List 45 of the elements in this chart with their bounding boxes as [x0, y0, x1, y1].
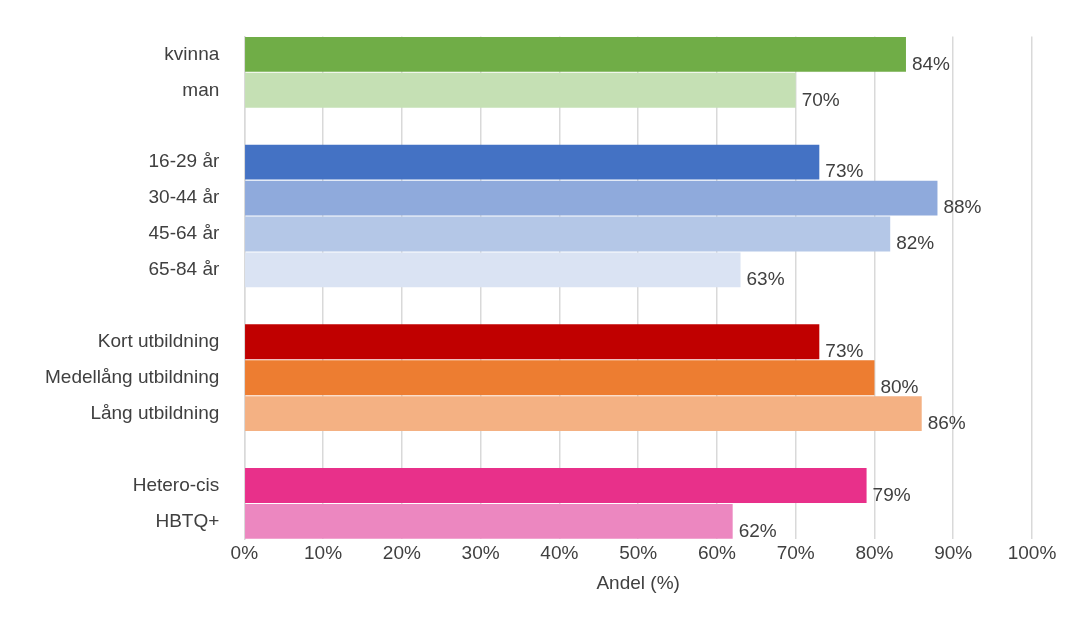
bar	[245, 396, 922, 432]
x-tick-label: 70%	[776, 542, 815, 564]
data-label: 88%	[943, 196, 982, 218]
data-label: 62%	[738, 519, 777, 541]
y-tick-label: 30-44 år	[148, 186, 220, 208]
data-label: 80%	[880, 375, 919, 397]
y-tick-label: Medellång utbildning	[45, 365, 220, 387]
x-tick-label: 30%	[461, 542, 500, 564]
data-label: 84%	[911, 52, 951, 74]
y-tick-label: 45-64 år	[148, 222, 220, 244]
y-tick-label: Lång utbildning	[90, 401, 220, 423]
data-label: 82%	[896, 232, 935, 254]
y-tick-label: man	[182, 78, 220, 100]
data-label: 70%	[801, 88, 840, 110]
y-tick-label: HBTQ+	[155, 509, 220, 531]
data-label: 73%	[825, 160, 864, 182]
bar	[245, 360, 875, 396]
bar	[245, 504, 733, 539]
y-tick-label: kvinna	[164, 42, 220, 64]
bar	[245, 36, 906, 72]
x-tick-label: 10%	[304, 542, 343, 564]
x-tick-label: 60%	[697, 542, 737, 564]
bar	[245, 180, 938, 216]
bar	[245, 252, 741, 288]
x-tick-label: 0%	[230, 542, 259, 564]
x-tick-label: 80%	[855, 542, 894, 564]
x-tick-label: 50%	[619, 542, 658, 564]
data-label: 79%	[872, 483, 911, 505]
x-tick-label: 100%	[1007, 542, 1057, 564]
bar	[245, 216, 891, 252]
data-label: 73%	[825, 340, 864, 362]
bar	[245, 324, 820, 360]
y-tick-label: Kort utbildning	[97, 330, 220, 352]
data-label: 63%	[746, 268, 785, 290]
y-tick-label: Hetero-cis	[132, 473, 220, 495]
x-tick-label: 90%	[934, 542, 973, 564]
x-axis-title: Andel (%)	[596, 571, 680, 593]
bar	[245, 468, 867, 503]
x-tick-label: 40%	[540, 542, 579, 564]
data-label: 86%	[927, 411, 966, 433]
y-tick-label: 16-29 år	[148, 150, 220, 172]
bar	[245, 144, 820, 180]
bar	[245, 72, 796, 108]
y-tick-label: 65-84 år	[148, 258, 220, 280]
x-tick-label: 20%	[382, 542, 421, 564]
